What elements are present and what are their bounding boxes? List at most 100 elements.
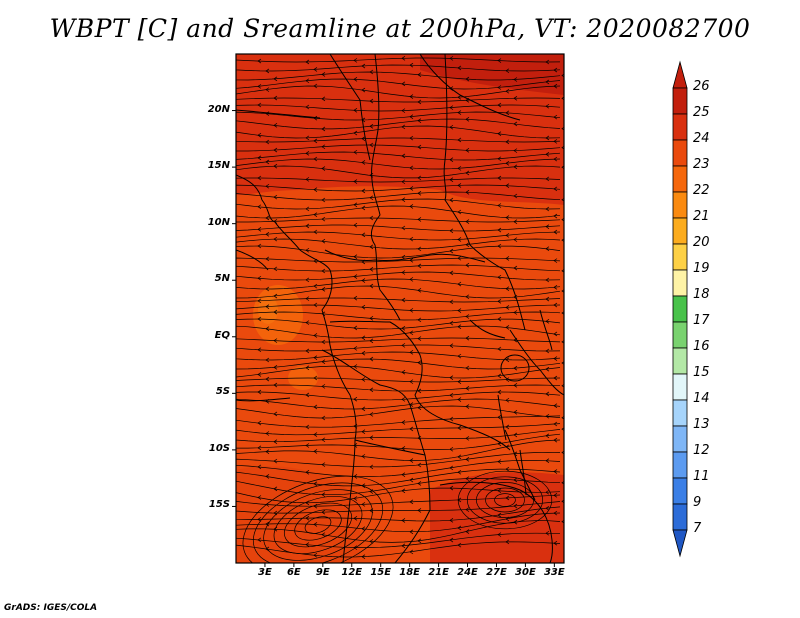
streamline-arrow [305, 206, 310, 212]
streamline-arrow [561, 383, 564, 388]
country-borders [236, 54, 564, 563]
streamline-arrow [553, 403, 558, 409]
gyre-streamline [294, 509, 342, 541]
streamline-arrow [417, 388, 422, 394]
streamline [236, 365, 561, 379]
gyre-streamline [457, 470, 553, 530]
grads-credit: GrADS: IGES/COLA [4, 603, 98, 613]
streamline-arrow [513, 383, 518, 388]
streamline-arrow [449, 228, 454, 234]
streamline [236, 151, 561, 161]
streamline-arrow [417, 317, 422, 323]
streamline-arrow [321, 166, 326, 171]
streamline-arrow [449, 177, 454, 183]
streamline-arrow [409, 426, 414, 432]
lat-label: 15S [208, 499, 230, 511]
streamline-arrow [265, 521, 270, 527]
streamline-arrow [265, 256, 270, 262]
lat-label: 10S [208, 442, 230, 454]
colorbar-label: 23 [693, 157, 710, 172]
streamline-arrow [449, 465, 454, 471]
streamline-arrow [457, 209, 462, 215]
streamline-arrow [505, 286, 510, 291]
streamline-arrow [369, 266, 374, 272]
streamline-arrow [305, 515, 310, 521]
streamline-arrow [273, 163, 278, 169]
streamline-arrow [265, 431, 270, 436]
streamline-arrow [353, 202, 358, 208]
streamline-arrow [305, 542, 310, 547]
streamline-arrow [273, 486, 278, 492]
streamline [236, 264, 561, 272]
streamline-arrow [417, 360, 422, 365]
streamline-arrow [369, 98, 374, 104]
streamline-arrow [545, 103, 550, 109]
streamline-arrow [265, 111, 270, 116]
streamline-arrow [321, 415, 326, 421]
streamline-arrow [321, 532, 326, 537]
streamline-arrow [513, 503, 518, 509]
streamline [236, 439, 561, 461]
streamline-arrow [353, 545, 358, 550]
streamline-arrow [553, 493, 558, 498]
streamline-arrow [257, 389, 262, 395]
streamline [236, 231, 561, 241]
streamline [236, 297, 561, 303]
streamline-arrow [273, 365, 278, 370]
streamline-arrow [273, 458, 278, 464]
streamline-arrow [513, 77, 518, 82]
streamline-arrow [353, 325, 358, 331]
streamline-arrow [369, 464, 374, 470]
streamline-arrow [561, 126, 564, 131]
streamline-arrow [457, 137, 462, 143]
streamline [236, 460, 561, 477]
streamline-arrow [305, 470, 310, 475]
streamline-arrow [313, 552, 318, 558]
streamline-arrow [257, 316, 262, 322]
streamline-arrow [305, 223, 310, 229]
streamline-arrow [361, 454, 366, 459]
streamline-arrow [545, 135, 550, 141]
streamline-arrow [497, 532, 502, 537]
streamline-arrow [457, 110, 462, 115]
streamline-arrow [545, 489, 550, 495]
streamline-arrow [449, 537, 454, 543]
streamline-arrow [257, 155, 262, 161]
streamline-arrow [257, 132, 262, 138]
streamline-arrow [321, 492, 326, 497]
streamline-arrow [553, 356, 558, 361]
streamline-arrow [417, 246, 422, 252]
streamline-arrow [545, 505, 550, 511]
streamline-arrow [369, 338, 374, 344]
streamline-arrow [361, 136, 366, 141]
streamline-arrow [353, 222, 358, 228]
streamline-arrow [353, 254, 358, 259]
streamline-arrow [313, 404, 318, 410]
streamline-arrow [417, 72, 422, 77]
streamline-arrow [561, 427, 564, 431]
colorbar-max-triangle [672, 60, 688, 89]
streamline [236, 487, 561, 504]
colorbar-swatch [672, 503, 688, 531]
streamline-arrow [369, 539, 374, 544]
lat-label: 15N [207, 160, 230, 172]
streamline-arrow [321, 287, 326, 292]
streamline-arrow [321, 216, 326, 222]
streamline-arrow [321, 339, 326, 345]
streamline-arrow [505, 305, 510, 310]
streamline-arrow [409, 94, 414, 99]
streamline-arrow [305, 151, 310, 156]
streamline-arrow [353, 274, 358, 279]
streamline-arrow [497, 85, 502, 90]
streamline-arrow [449, 446, 454, 452]
streamline-arrow [545, 530, 550, 536]
streamline-arrow [353, 496, 358, 501]
streamline [236, 97, 561, 103]
gyre-streamline [494, 493, 516, 507]
streamline-arrow [361, 335, 366, 341]
colorbar-swatch [672, 243, 688, 271]
streamline-arrow [513, 310, 518, 315]
lon-label: 9E [315, 567, 330, 578]
streamline-arrow [265, 87, 270, 92]
streamline-arrow [457, 525, 462, 531]
